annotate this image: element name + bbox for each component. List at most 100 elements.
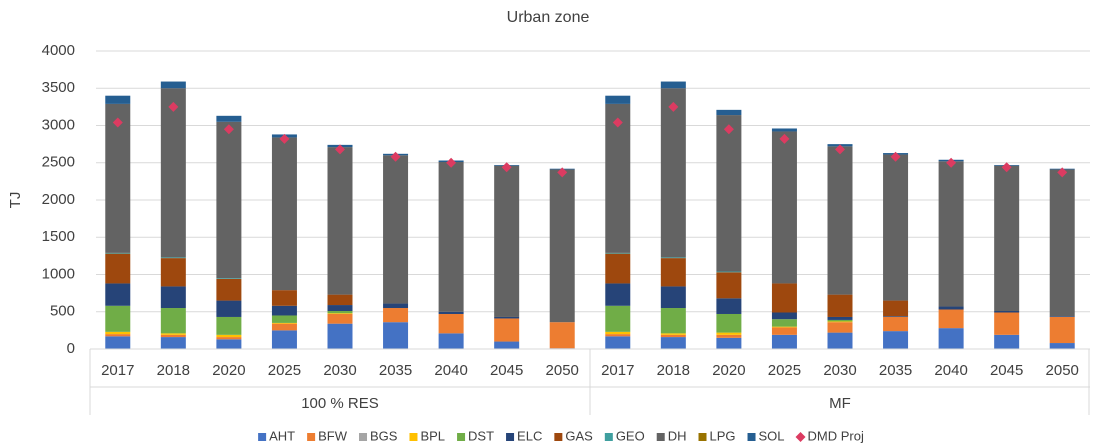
bar-segment (605, 95, 631, 104)
x-tick-label: 2040 (434, 362, 467, 379)
bar-segment (327, 313, 353, 314)
bar-segment (605, 334, 631, 337)
bar-segment (216, 337, 242, 340)
bar-segment (438, 313, 464, 334)
y-tick-label: 4000 (42, 42, 75, 59)
x-tick-label: 2040 (934, 362, 967, 379)
legend-label: BPL (420, 428, 445, 443)
bar-segment (994, 312, 1020, 335)
group-label: 100 % RES (301, 395, 379, 412)
x-tick-label: 2050 (1046, 362, 1079, 379)
bar-segment (271, 305, 297, 316)
bar-segment (883, 300, 909, 317)
bar-segment (494, 165, 520, 317)
y-tick-label: 3000 (42, 116, 75, 133)
bar-segment (327, 305, 353, 312)
bar-segment (771, 283, 797, 313)
bar-segment (716, 337, 742, 349)
bar-segment (271, 315, 297, 323)
bar-segment (827, 146, 853, 295)
bar-segment (716, 115, 742, 272)
bar-segment (105, 331, 131, 335)
bar-segment (105, 252, 131, 254)
y-tick-label: 3500 (42, 79, 75, 96)
bar-segment (494, 318, 520, 342)
legend-swatch (656, 433, 665, 441)
legend-label: GAS (565, 428, 593, 443)
bar-segment (549, 322, 575, 349)
legend-swatch (457, 433, 466, 441)
bar-segment (494, 341, 520, 349)
bar-segment (271, 323, 297, 331)
x-tick-label: 2017 (601, 362, 634, 379)
bar-segment (660, 258, 686, 287)
x-tick-label: 2020 (212, 362, 245, 379)
legend-label: LPG (710, 428, 736, 443)
bar-segment (160, 333, 186, 335)
legend-label: DST (468, 428, 494, 443)
x-tick-label: 2018 (657, 362, 690, 379)
marker (390, 151, 401, 162)
bar-segment (771, 334, 797, 349)
marker (946, 157, 957, 168)
bar-segment (716, 334, 742, 338)
legend-swatch (747, 433, 756, 441)
bar-segment (160, 81, 186, 89)
bar-segment (327, 147, 353, 295)
bar-segment (383, 308, 409, 323)
bar-segment (660, 257, 686, 259)
bar-segment (160, 257, 186, 259)
x-tick-label: 2025 (768, 362, 801, 379)
bar-segment (160, 258, 186, 287)
x-tick-label: 2045 (990, 362, 1023, 379)
bar-segment (883, 154, 909, 301)
bar-segment (605, 252, 631, 254)
marker (1001, 162, 1012, 173)
group-label: MF (829, 395, 851, 412)
bar-segment (438, 333, 464, 349)
bar-segment (549, 169, 575, 323)
bar-segment (438, 162, 464, 312)
x-tick-label: 2035 (379, 362, 412, 379)
bar-segment (883, 316, 909, 317)
bar-segment (716, 271, 742, 273)
marker (557, 167, 568, 178)
legend-swatch (307, 433, 316, 441)
bar-segment (605, 305, 631, 332)
y-tick-label: 2500 (42, 154, 75, 171)
chart-title: Urban zone (507, 9, 590, 26)
y-tick-label: 500 (50, 303, 75, 320)
bar-segment (160, 286, 186, 309)
legend-swatch (554, 433, 563, 441)
bar-segment (216, 339, 242, 349)
bar-segment (160, 337, 186, 349)
bar-segment (716, 313, 742, 333)
x-tick-label: 2050 (546, 362, 579, 379)
bar-segment (216, 334, 242, 338)
bar-segment (105, 253, 131, 284)
bar-segment (327, 311, 353, 314)
bar-segment (716, 298, 742, 314)
bar-segment (827, 332, 853, 349)
marker (723, 124, 734, 135)
bar-segment (105, 283, 131, 306)
marker (279, 133, 290, 144)
bar-segment (216, 121, 242, 279)
bar-segment (216, 300, 242, 317)
legend-label: SOL (759, 428, 785, 443)
y-tick-label: 1500 (42, 228, 75, 245)
x-tick-label: 2035 (879, 362, 912, 379)
bar-segment (105, 305, 131, 332)
y-tick-label: 2000 (42, 191, 75, 208)
bar-segment (271, 290, 297, 306)
x-tick-label: 2020 (712, 362, 745, 379)
bar-segment (160, 334, 186, 338)
bar-segment (105, 336, 131, 349)
bar-segment (771, 312, 797, 320)
legend-swatch (604, 433, 613, 441)
legend-label: BFW (318, 428, 348, 443)
x-tick-label: 2030 (323, 362, 356, 379)
legend-label: GEO (616, 428, 645, 443)
marker (112, 117, 123, 128)
y-axis-label: TJ (7, 192, 24, 209)
